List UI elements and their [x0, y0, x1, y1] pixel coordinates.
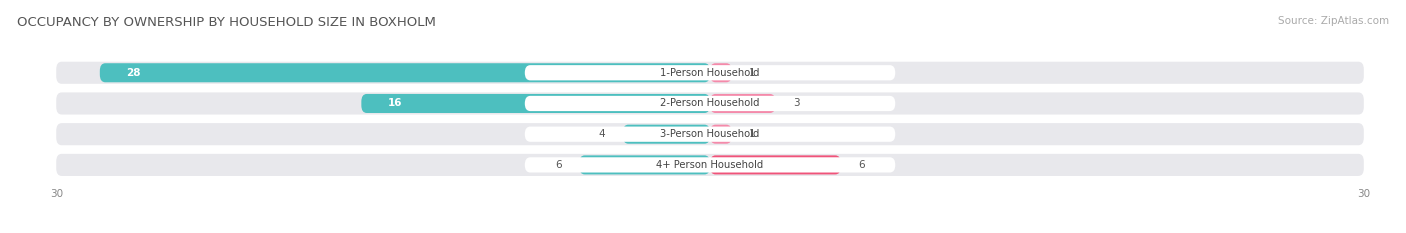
- Text: 4: 4: [599, 129, 606, 139]
- FancyBboxPatch shape: [524, 96, 896, 111]
- FancyBboxPatch shape: [56, 154, 1364, 176]
- Text: 6: 6: [858, 160, 865, 170]
- FancyBboxPatch shape: [100, 63, 710, 82]
- Text: OCCUPANCY BY OWNERSHIP BY HOUSEHOLD SIZE IN BOXHOLM: OCCUPANCY BY OWNERSHIP BY HOUSEHOLD SIZE…: [17, 16, 436, 29]
- FancyBboxPatch shape: [56, 62, 1364, 84]
- FancyBboxPatch shape: [710, 125, 731, 144]
- Text: 3-Person Household: 3-Person Household: [661, 129, 759, 139]
- FancyBboxPatch shape: [56, 93, 1364, 115]
- FancyBboxPatch shape: [56, 123, 1364, 145]
- FancyBboxPatch shape: [524, 127, 896, 142]
- Text: 28: 28: [127, 68, 141, 78]
- Text: 1: 1: [749, 68, 756, 78]
- FancyBboxPatch shape: [524, 65, 896, 80]
- FancyBboxPatch shape: [361, 94, 710, 113]
- FancyBboxPatch shape: [710, 155, 841, 175]
- Text: 4+ Person Household: 4+ Person Household: [657, 160, 763, 170]
- Text: 6: 6: [555, 160, 562, 170]
- FancyBboxPatch shape: [524, 157, 896, 172]
- Text: 3: 3: [793, 99, 800, 109]
- Text: 1-Person Household: 1-Person Household: [661, 68, 759, 78]
- FancyBboxPatch shape: [623, 125, 710, 144]
- FancyBboxPatch shape: [579, 155, 710, 175]
- Text: 1: 1: [749, 129, 756, 139]
- Text: 16: 16: [388, 99, 402, 109]
- Text: 2-Person Household: 2-Person Household: [661, 99, 759, 109]
- FancyBboxPatch shape: [710, 94, 776, 113]
- Text: Source: ZipAtlas.com: Source: ZipAtlas.com: [1278, 16, 1389, 26]
- FancyBboxPatch shape: [710, 63, 731, 82]
